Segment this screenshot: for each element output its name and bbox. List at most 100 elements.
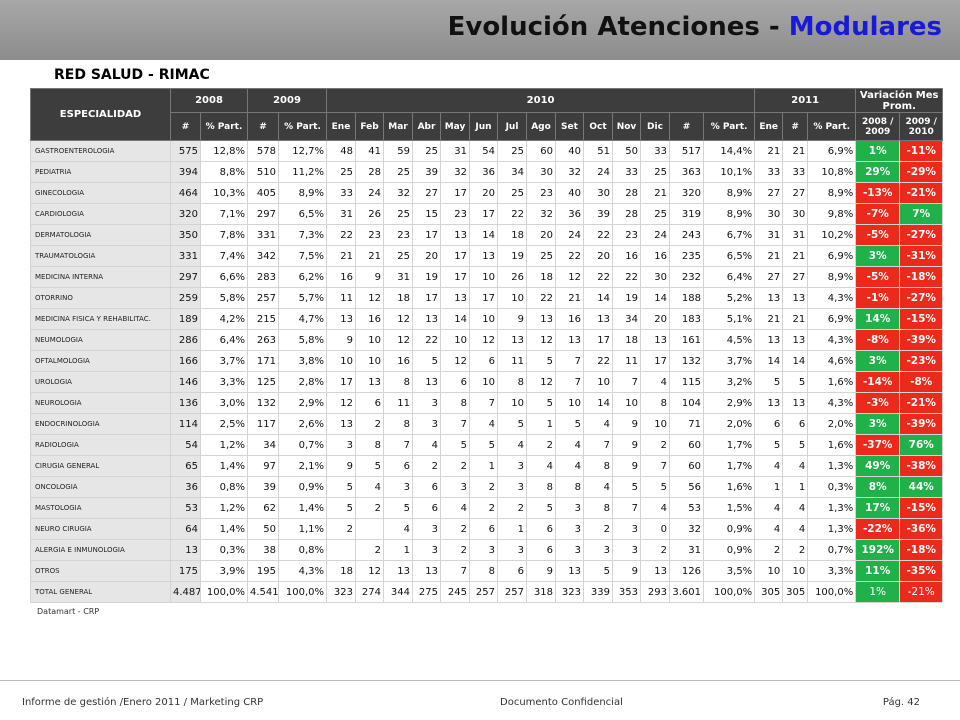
table-cell: 4 [497,434,527,456]
table-row: PEDIATRIA 394 8,8% 510 11,2% 25 28 25 39 32 36 34 30… [30,161,944,183]
table-cell: 10,8% [807,161,857,183]
table-cell: 297 [170,266,201,288]
table-cell: 1,6% [807,434,857,456]
column-header: Ene [326,112,356,141]
table-cell: 9 [526,560,556,582]
table-cell: 5 [469,434,498,456]
table-cell: 12 [383,329,413,351]
table-cell: 7 [612,497,641,519]
table-cell: -18% [899,266,944,288]
table-cell: 175 [170,560,201,582]
table-cell: 2 [526,434,556,456]
table-cell: 188 [669,287,704,309]
table-cell: 5 [440,434,470,456]
table-cell: 146 [170,371,201,393]
table-row: ONCOLOGIA 36 0,8% 39 0,9% 5 4 3 6 3 2 3 8 8 4 5 5 56 1,6% 1… [30,476,944,498]
table-cell: -5% [855,266,901,288]
table-cell: 17 [469,203,498,225]
footer-right: Pág. 42 [882,697,920,708]
table-cell: 7,5% [278,245,327,267]
table-cell: 6 [412,476,441,498]
table-cell: 114 [170,413,201,435]
table-cell: 7% [899,203,944,225]
table-cell: 34 [247,434,279,456]
column-header: Set [555,112,584,141]
column-header: Ago [526,112,556,141]
table-cell: 21 [754,308,784,330]
table-cell: 104 [669,392,704,414]
table-cell: 13 [440,287,470,309]
table-cell: 4,3% [278,560,327,582]
table-cell: 6,4% [702,266,756,288]
table-cell: 257 [497,581,527,603]
table-cell: 32 [440,161,470,183]
table-cell: 20 [583,245,613,267]
table-cell: -15% [899,308,944,330]
table-cell: 10 [497,392,527,414]
table-cell: 2 [782,539,809,561]
data-table: ESPECIALIDAD 2008 2009 2010 2011 Variación Me… [30,88,944,603]
table-cell: 10 [469,371,498,393]
table-cell: 4,3% [807,329,857,351]
table-cell: 1,5% [702,497,756,519]
table-cell: 16 [355,308,384,330]
table-cell: 132 [669,350,704,372]
table-row: UROLOGIA 146 3,3% 125 2,8% 17 13 8 13 6 10 8 12 7 10 7 4… [30,371,944,393]
table-cell: 8,9% [702,182,756,204]
table-cell: 305 [782,581,809,603]
table-cell: 21 [355,245,384,267]
table-cell: 6 [440,371,470,393]
table-cell: 21 [326,245,356,267]
specialty-cell: TRAUMATOLOGIA [30,245,171,267]
table-cell: 1 [383,539,413,561]
table-cell: 21 [754,140,784,162]
table-cell: 4.487 [170,581,201,603]
table-cell: 6,9% [807,245,857,267]
table-cell: 13 [555,329,584,351]
table-cell: 1,2% [200,434,248,456]
table-cell: 39 [412,161,441,183]
table-cell: 8,9% [702,203,756,225]
table-cell: 3 [497,455,527,477]
table-cell: 56 [669,476,704,498]
table-cell: 17 [412,224,441,246]
table-cell: 20 [526,224,556,246]
table-cell: 26 [355,203,384,225]
table-cell: 10 [469,308,498,330]
table-cell: 5 [782,371,809,393]
specialty-cell: PEDIATRIA [30,161,171,183]
table-cell: 331 [170,245,201,267]
table-cell: 6 [754,413,784,435]
table-cell: 30 [782,203,809,225]
table-cell: 4 [640,371,670,393]
specialty-cell: NEURO CIRUGIA [30,518,171,540]
table-cell: 12 [440,350,470,372]
table-cell: 17 [583,329,613,351]
table-cell: 41 [355,140,384,162]
table-cell: 6 [355,392,384,414]
table-cell: 23 [526,182,556,204]
specialty-cell: OTROS [30,560,171,582]
table-cell: 14% [855,308,901,330]
table-cell: 323 [555,581,584,603]
table-cell: 4 [754,518,784,540]
specialty-cell: MASTOLOGIA [30,497,171,519]
table-cell: 2 [497,497,527,519]
table-cell: -21% [899,581,944,603]
table-cell: 136 [170,392,201,414]
table-cell: 8 [440,392,470,414]
table-cell: 2 [469,476,498,498]
table-cell: 7,3% [278,224,327,246]
table-cell: 3% [855,245,901,267]
table-cell: 5,8% [200,287,248,309]
column-header: Mar [383,112,413,141]
table-cell: 28 [612,182,641,204]
column-header: # [669,112,704,141]
table-cell: 13 [412,308,441,330]
table-cell: 0,9% [278,476,327,498]
table-cell: 24 [640,224,670,246]
table-cell: 1 [497,518,527,540]
table-cell: 2 [440,518,470,540]
header-row: #% Part. #% Part. Ene Feb Mar Abr May Jun Jul Ago… [31,112,944,141]
table-cell: 117 [247,413,279,435]
